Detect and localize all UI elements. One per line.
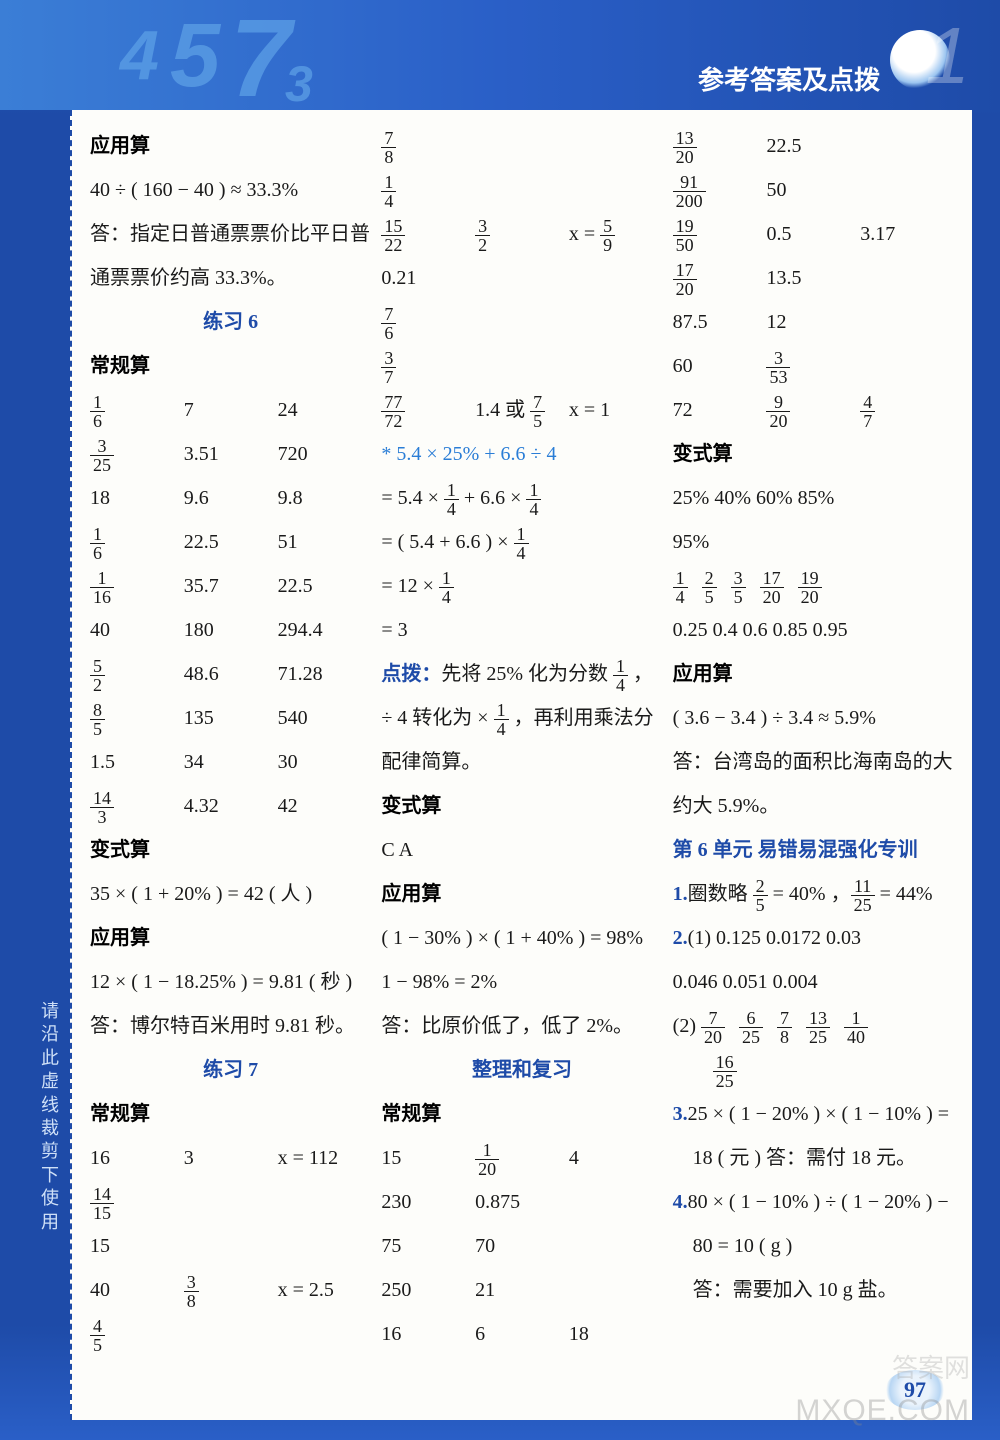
decor-7: 7 [230, 0, 291, 110]
heading: 应用算 [90, 126, 371, 166]
qnum: 1. [673, 883, 688, 905]
text: ( 1 − 30% ) × ( 1 + 40% ) = 98% [381, 918, 662, 958]
qtext: 圈数略 25 = 40% ，1125 = 44% [688, 883, 933, 905]
text: 14 [381, 170, 662, 210]
header-title: 参考答案及点拨 [698, 60, 880, 97]
text: 1 − 98% = 2% [381, 962, 662, 1002]
heading: 变式算 [673, 434, 954, 474]
tip-text: 先将 25% 化为分数 14 ， [441, 663, 653, 685]
star-expr: * 5.4 × 25% + 6.6 ÷ 4 [381, 434, 662, 474]
text: 80 = 10 ( g ) [673, 1226, 954, 1266]
frac-row: 720625781325140 [701, 1006, 868, 1046]
tip-label: 点拨： [381, 663, 441, 685]
answer-table-3: 1512042300.87575702502116618 [381, 1138, 662, 1354]
text: 答：台湾岛的面积比海南岛的大 [673, 742, 954, 782]
text: 18 ( 元 ) 答：需付 18 元。 [673, 1138, 954, 1178]
exercise-title: 练习 7 [90, 1050, 371, 1090]
watermark-cn: 答案网 [892, 1348, 970, 1385]
heading: 应用算 [673, 654, 954, 694]
page-frame: 4 5 7 3 参考答案及点拨 1 请沿此虚线裁剪下使用 应用算 40 ÷ ( … [0, 0, 1000, 1440]
text: = 5.4 × 14 + 6.6 × 14 [381, 478, 662, 518]
tip: 点拨：先将 25% 化为分数 14 ， [381, 654, 662, 694]
text: 37 [381, 346, 662, 386]
corner-number: 1 [926, 10, 971, 102]
qtext: 80 × ( 1 − 10% ) ÷ ( 1 − 20% ) − [688, 1191, 949, 1213]
heading: 变式算 [90, 830, 371, 870]
answer-table-4: 132022.5912005019500.53.17172013.587.512… [673, 126, 954, 430]
text: 约大 5.9%。 [673, 786, 954, 826]
heading: 常规算 [90, 346, 371, 386]
header-band: 4 5 7 3 参考答案及点拨 1 [0, 0, 1000, 110]
text: 76 [381, 302, 662, 342]
text: = 3 [381, 610, 662, 650]
tip-text: ÷ 4 转化为 × 14 ，再利用乘法分 [381, 698, 662, 738]
text: 答：博尔特百米用时 9.81 秒。 [90, 1006, 371, 1046]
text: 答：需要加入 10 g 盐。 [673, 1270, 954, 1310]
row: 77721.4 或 75x = 1 [381, 390, 662, 430]
review-title: 整理和复习 [381, 1050, 662, 1090]
text: 35 × ( 1 + 20% ) = 42 ( 人 ) [90, 874, 371, 914]
column-2: 78 14 152232x = 59 0.21 76 37 77721.4 或 … [381, 122, 662, 1408]
heading: 常规算 [90, 1094, 371, 1134]
qnum: 4. [673, 1191, 688, 1213]
text: = ( 5.4 + 6.6 ) × 14 [381, 522, 662, 562]
decor-4: 4 [120, 15, 159, 95]
column-3: 132022.5912005019500.53.17172013.587.512… [673, 122, 954, 1408]
q3: 3.25 × ( 1 − 20% ) × ( 1 − 10% ) = [673, 1094, 954, 1134]
q1: 1.圈数略 25 = 40% ，1125 = 44% [673, 874, 954, 914]
qtext: (1) 0.125 0.0172 0.03 [688, 927, 861, 949]
content-paper: 应用算 40 ÷ ( 160 − 40 ) ≈ 33.3% 答：指定日普通票票价… [70, 110, 972, 1420]
text: 答：指定日普通票票价比平日普 [90, 214, 371, 254]
text: 0.046 0.051 0.004 [673, 962, 954, 1002]
text: 0.25 0.4 0.6 0.85 0.95 [673, 610, 954, 650]
qtext: 25 × ( 1 − 20% ) × ( 1 − 10% ) = [688, 1103, 949, 1125]
qnum: 3. [673, 1103, 688, 1125]
qnum: 2. [673, 927, 688, 949]
text: 78 [381, 126, 662, 166]
text: 25% 40% 60% 85% [673, 478, 954, 518]
exercise-title: 练习 6 [90, 302, 371, 342]
q2-2: (2) 720625781325140 [673, 1006, 954, 1046]
text: 通票票价约高 33.3%。 [90, 258, 371, 298]
decor-5: 5 [170, 5, 220, 108]
tip-text: 配律简算。 [381, 742, 662, 782]
answer-table-2: 163x = 1121415154038x = 2.545 [90, 1138, 371, 1354]
column-1: 应用算 40 ÷ ( 160 − 40 ) ≈ 33.3% 答：指定日普通票票价… [90, 122, 371, 1408]
frac-row: 14253517201920 [673, 566, 954, 606]
text: 12 × ( 1 − 18.25% ) = 9.81 ( 秒 ) [90, 962, 371, 1002]
q4: 4.80 × ( 1 − 10% ) ÷ ( 1 − 20% ) − [673, 1182, 954, 1222]
text: 0.21 [381, 258, 662, 298]
answer-table-1: 167243253.51720189.69.81622.55111635.722… [90, 390, 371, 826]
heading: 应用算 [381, 874, 662, 914]
text: 答：比原价低了，低了 2%。 [381, 1006, 662, 1046]
q2: 2.(1) 0.125 0.0172 0.03 [673, 918, 954, 958]
text: 95% [673, 522, 954, 562]
text: C A [381, 830, 662, 870]
heading: 常规算 [381, 1094, 662, 1134]
sidebar-hint: 请沿此虚线裁剪下使用 [36, 1000, 64, 1234]
heading: 变式算 [381, 786, 662, 826]
text: ( 3.6 − 3.4 ) ÷ 3.4 ≈ 5.9% [673, 698, 954, 738]
text: = 12 × 14 [381, 566, 662, 606]
unit-title: 第 6 单元 易错易混强化专训 [673, 830, 954, 870]
label: (2) [673, 1015, 696, 1037]
watermark-en: MXQE.COM [795, 1394, 970, 1428]
decor-3: 3 [285, 55, 313, 110]
heading: 应用算 [90, 918, 371, 958]
text: 1625 [673, 1050, 954, 1090]
text: 40 ÷ ( 160 − 40 ) ≈ 33.3% [90, 170, 371, 210]
row: 152232x = 59 [381, 214, 662, 254]
